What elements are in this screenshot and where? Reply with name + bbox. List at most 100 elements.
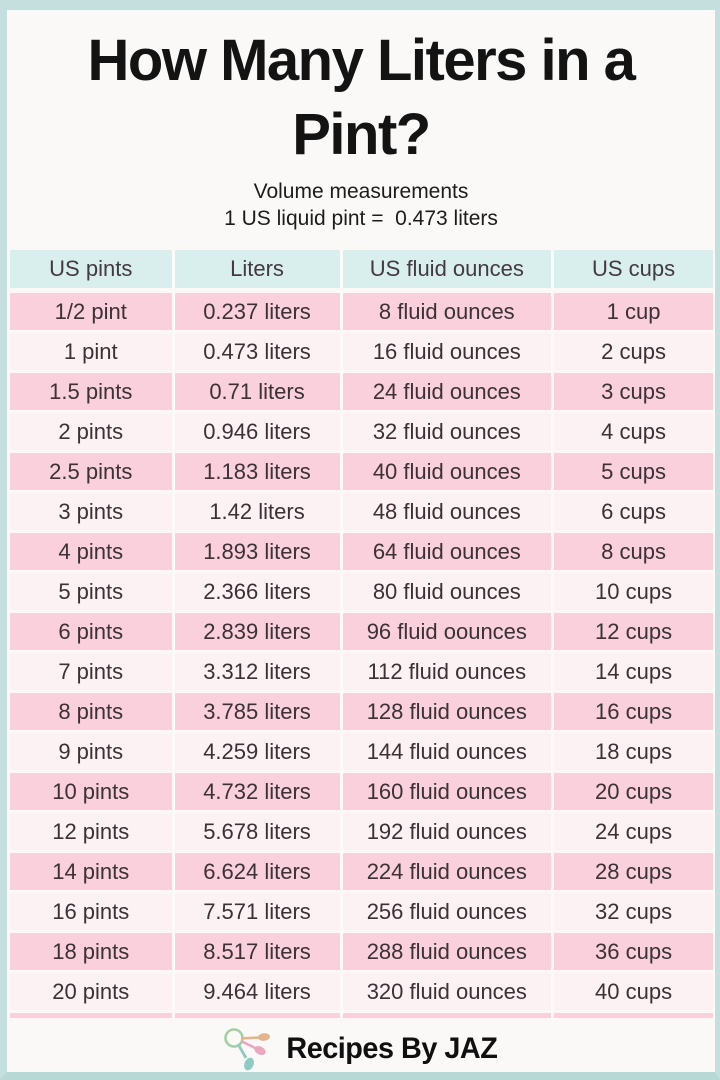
table-cell-liters: 1.183 liters [175, 453, 343, 490]
table-cell-liters: 1.893 liters [175, 533, 343, 570]
table-row: 2 pints 0.946 liters 32 fluid ounces 4 c… [10, 413, 713, 450]
table-cell-fluid-ounces: 128 fluid ounces [343, 693, 555, 730]
table-cell-liters: 2.366 liters [175, 573, 343, 610]
table-cell-fluid-ounces: 112 fluid ounces [343, 653, 555, 690]
table-cell-pints: 1 pint [10, 333, 175, 370]
table-cell-cups: 8 cups [601, 538, 666, 564]
table-cell-fluid-ounces: 224 fluid ounces [343, 853, 555, 890]
table-row: 4 pints 1.893 liters 64 fluid ounces 8 c… [10, 533, 713, 570]
table-body: 1/2 pint 0.237 liters 8 fluid ounces 1 c… [10, 293, 713, 1010]
table-cell-fluid-ounces: 192 fluid ounces [343, 813, 555, 850]
table-cell-pints: 1/2 pint [10, 293, 175, 330]
table-cell-cups: 12 cups [595, 618, 673, 644]
subtitle: Volume measurements [253, 180, 469, 203]
table-cell-liters: 9.464 liters [175, 973, 343, 1010]
table-cell-pints: 5 pints [10, 573, 175, 610]
table-cell-pints: 10 pints [10, 773, 175, 810]
column-header-us-pints: US pints [10, 250, 175, 288]
table-cell-cups: 1 cup [606, 298, 661, 324]
table-row: 7 pints 3.312 liters 112 fluid ounces 14… [10, 653, 713, 690]
table-header-row: US pints Liters US fluid ounces US cups [10, 250, 713, 288]
table-cell-pints: 2.5 pints [10, 453, 175, 490]
table-row: 9 pints 4.259 liters 144 fluid ounces 18… [10, 733, 713, 770]
table-row: 18 pints 8.517 liters 288 fluid ounces 3… [10, 933, 713, 970]
table-cell-cups: 16 cups [595, 698, 673, 724]
table-cell-cups: 5 cups [601, 458, 666, 484]
table-cell-cups: 3 cups [601, 378, 666, 404]
table-row: 3 pints 1.42 liters 48 fluid ounces 6 cu… [10, 493, 713, 530]
conversion-table: US pints Liters US fluid ounces US cups … [10, 250, 713, 1018]
table-cell-cups: 24 cups [595, 818, 673, 844]
table-cell-pints: 4 pints [10, 533, 175, 570]
table-cell-pints: 2 pints [10, 413, 175, 450]
table-cell-pints: 7 pints [10, 653, 175, 690]
table-cell-pints: 12 pints [10, 813, 175, 850]
table-row: 1.5 pints 0.71 liters 24 fluid ounces 3 … [10, 373, 713, 410]
table-cell-liters: 0.946 liters [175, 413, 343, 450]
table-cell-pints: 6 pints [10, 613, 175, 650]
table-row: 8 pints 3.785 liters 128 fluid ounces 16… [10, 693, 713, 730]
table-cell-liters: 4.732 liters [175, 773, 343, 810]
table-cell-liters: 7.571 liters [175, 893, 343, 930]
measuring-spoons-icon [223, 1028, 270, 1071]
table-cell-liters: 0.71 liters [175, 373, 343, 410]
table-cell-cups: 10 cups [595, 578, 673, 604]
table-cell-cups: 4 cups [601, 418, 666, 444]
table-cell-fluid-ounces: 64 fluid ounces [343, 533, 555, 570]
table-cell-fluid-ounces: 80 fluid ounces [343, 573, 555, 610]
table-cell-fluid-ounces: 144 fluid ounces [343, 733, 555, 770]
table-cell-liters: 0.473 liters [175, 333, 343, 370]
table-row: 1/2 pint 0.237 liters 8 fluid ounces 1 c… [10, 293, 713, 330]
table-cell-cups: 18 cups [595, 738, 673, 764]
table-cell-pints: 9 pints [10, 733, 175, 770]
table-cell-fluid-ounces: 8 fluid ounces [343, 293, 555, 330]
table-cell-fluid-ounces: 40 fluid ounces [343, 453, 555, 490]
table-cell-fluid-ounces: 32 fluid ounces [343, 413, 555, 450]
table-cell-pints: 8 pints [10, 693, 175, 730]
table-cell-liters: 8.517 liters [175, 933, 343, 970]
table-cell-cups: 14 cups [595, 658, 673, 684]
table-cell-pints: 3 pints [10, 493, 175, 530]
table-cell-liters: 3.312 liters [175, 653, 343, 690]
table-cell-liters: 4.259 liters [175, 733, 343, 770]
table-cell-cups: 28 cups [595, 858, 673, 884]
table-cell-liters: 5.678 liters [175, 813, 343, 850]
column-header-us-cups: US cups [591, 256, 676, 281]
partial-row-strip [10, 1013, 713, 1018]
table-cell-liters: 6.624 liters [175, 853, 343, 890]
footer: Recipes By JAZ [7, 1026, 715, 1072]
table-cell-cups: 20 cups [595, 778, 673, 804]
table-cell-fluid-ounces: 48 fluid ounces [343, 493, 555, 530]
table-cell-liters: 2.839 liters [175, 613, 343, 650]
table-cell-fluid-ounces: 256 fluid ounces [343, 893, 555, 930]
table-cell-pints: 14 pints [10, 853, 175, 890]
table-cell-liters: 0.237 liters [175, 293, 343, 330]
title-line-2: Pint? [292, 102, 431, 167]
table-cell-fluid-ounces: 96 fluid oounces [343, 613, 555, 650]
table-cell-pints: 1.5 pints [10, 373, 175, 410]
table-cell-fluid-ounces: 288 fluid ounces [343, 933, 555, 970]
table-cell-liters: 1.42 liters [175, 493, 343, 530]
table-row: 1 pint 0.473 liters 16 fluid ounces 2 cu… [10, 333, 713, 370]
table-cell-pints: 16 pints [10, 893, 175, 930]
table-cell-cups: 36 cups [595, 938, 673, 964]
column-header-us-fluid-ounces: US fluid ounces [343, 250, 555, 288]
brand-name: Recipes By JAZ [286, 1032, 497, 1065]
table-row: 12 pints 5.678 liters 192 fluid ounces 2… [10, 813, 713, 850]
page-title: How Many Liters in a Pint? [7, 24, 715, 172]
table-row: 16 pints 7.571 liters 256 fluid ounces 3… [10, 893, 713, 930]
infographic-page: How Many Liters in a Pint? Volume measure… [7, 24, 715, 1072]
table-row: 20 pints 9.464 liters 320 fluid ounces 4… [10, 973, 713, 1010]
table-cell-cups: 6 cups [601, 498, 666, 524]
table-cell-cups: 40 cups [595, 978, 673, 1004]
conversion-note: 1 US liquid pint = 0.473 liters [224, 207, 498, 230]
table-cell-fluid-ounces: 160 fluid ounces [343, 773, 555, 810]
title-line-1: How Many Liters in a [87, 28, 636, 93]
table-row: 14 pints 6.624 liters 224 fluid ounces 2… [10, 853, 713, 890]
table-cell-fluid-ounces: 320 fluid ounces [343, 973, 555, 1010]
table-cell-fluid-ounces: 16 fluid ounces [343, 333, 555, 370]
table-cell-pints: 20 pints [10, 973, 175, 1010]
table-row: 6 pints 2.839 liters 96 fluid oounces 12… [10, 613, 713, 650]
table-row: 2.5 pints 1.183 liters 40 fluid ounces 5… [10, 453, 713, 490]
table-cell-pints: 18 pints [10, 933, 175, 970]
